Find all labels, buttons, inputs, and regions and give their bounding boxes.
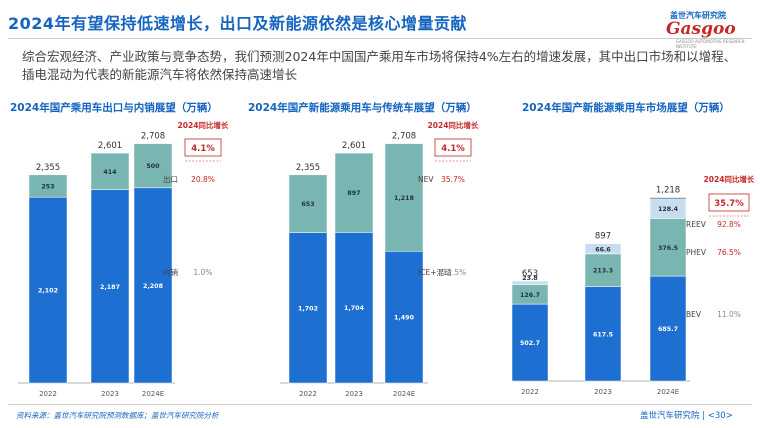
source-note: 资料来源：盖世汽车研究院预测数据库；盖世汽车研究院分析	[16, 411, 219, 420]
chart-2-legend-0: ICE+混动	[418, 267, 452, 277]
chart-3-tick-2024E: 2024E	[657, 388, 679, 396]
chart-3-bar-2023-2	[584, 243, 622, 255]
chart-1-value-2022-0: 2,102	[38, 288, 58, 295]
chart-3-legend-1: PHEV	[686, 248, 707, 257]
chart-3-total-2024E: 1,218	[656, 186, 680, 196]
chart-3-value-2022-2: 23.8	[522, 275, 538, 282]
chart-2-title: 2024年国产新能源乘用车与传统车展望（万辆）	[248, 102, 477, 114]
chart-2-growth-box	[434, 138, 472, 157]
chart-1-title: 2024年国产乘用车出口与内销展望（万辆）	[10, 102, 218, 114]
logo-en-text: Gasgoo	[666, 19, 736, 39]
logo-cn-text: 盖世汽车研究院	[670, 11, 726, 20]
chart-2-series-growth-0: -12.5%	[440, 268, 467, 277]
chart-3-value-2024E-1: 376.5	[658, 245, 678, 252]
chart-3-series-growth-2: 92.8%	[717, 220, 741, 229]
chart-1-total-2024E: 2,708	[141, 132, 165, 142]
gasgoo-logo: 盖世汽车研究院 Gasgoo GASGOO AUTOMOTIVE RESEARC…	[648, 8, 752, 49]
chart-2-series-growth-1: 35.7%	[441, 175, 465, 184]
chart-3-series-growth-0: 11.0%	[717, 310, 741, 319]
chart-2-tick-2023: 2023	[345, 390, 363, 398]
chart-1-tick-2024E: 2024E	[142, 390, 164, 398]
chart-2-value-2022-0: 1,702	[298, 305, 318, 312]
chart-3-growth-box	[708, 193, 750, 212]
chart-2-value-2024E-0: 1,490	[394, 315, 415, 322]
chart-3-title: 2024年国产新能源乘用车市场展望（万辆）	[522, 102, 730, 114]
chart-3-value-2022-1: 126.7	[520, 292, 540, 299]
chart-2-legend-1: NEV	[418, 175, 434, 184]
chart-3-value-2023-0: 617.5	[593, 331, 613, 338]
chart-3-bar-2022-2	[511, 280, 549, 285]
chart-1-tick-2022: 2022	[39, 390, 57, 398]
chart-3-bar-2022-0	[511, 303, 549, 382]
chart-1-value-2024E-0: 2,208	[143, 283, 163, 290]
logo-sub-text: GASGOO AUTOMOTIVE RESEARCH INSTITUTE	[676, 39, 745, 49]
chart-1-legend-1: 出口	[163, 174, 178, 184]
page-title: 2024年有望保持低速增长，出口及新能源依然是核心增量贡献	[8, 14, 468, 33]
chart-2-tick-2022: 2022	[299, 390, 317, 398]
chart-1-series-growth-0: 1.0%	[193, 268, 212, 277]
chart-2-growth-total: 4.1%	[441, 144, 465, 154]
chart-1-total-2023: 2,601	[98, 141, 122, 151]
chart-3-total-2023: 897	[595, 232, 611, 242]
chart-1-bar-2022-0	[28, 196, 68, 384]
chart-3-value-2024E-3: 8.2	[662, 192, 673, 199]
chart-3-value-2024E-0: 685.7	[658, 326, 678, 333]
chart-1-value-2024E-1: 500	[146, 163, 160, 170]
chart-2-value-2022-1: 653	[301, 201, 314, 208]
chart-3-tick-2022: 2022	[521, 388, 539, 396]
chart-1-growth-header: 2024同比增长	[178, 120, 229, 130]
chart-3-value-2023-2: 66.6	[595, 246, 611, 253]
chart-3-bar-2024E-1	[649, 218, 687, 277]
chart-1-value-2022-1: 253	[41, 184, 54, 191]
chart-1-bar-2022-1	[28, 174, 68, 198]
chart-3-value-2023-1: 213.3	[593, 268, 613, 275]
chart-3-growth-total: 35.7%	[714, 199, 744, 209]
chart-1-bar-2023-1	[90, 152, 130, 190]
chart-2-value-2023-0: 1,704	[344, 305, 365, 312]
chart-3-legend-0: BEV	[686, 310, 702, 319]
page-number: 盖世汽车研究院 | <30>	[640, 411, 733, 421]
chart-3-value-2024E-2: 128.4	[658, 206, 679, 213]
chart-1-value-2023-1: 414	[103, 169, 117, 176]
footer-divider	[8, 404, 752, 405]
chart-1-tick-2023: 2023	[101, 390, 119, 398]
chart-2-bar-2023-0	[334, 232, 374, 384]
intro-paragraph: 综合宏观经济、产业政策与竞争态势，我们预测2024年中国国产乘用车市场将保持4%…	[22, 49, 737, 82]
chart-2-total-2022: 2,355	[296, 163, 320, 173]
chart-1-bar-2024E-1	[133, 143, 173, 189]
chart-3-bar-2024E-3	[649, 197, 687, 200]
chart-1-series-growth-1: 20.8%	[191, 175, 215, 184]
chart-2-tick-2024E: 2024E	[393, 390, 415, 398]
chart-1-growth-box	[184, 138, 222, 157]
chart-3-value-2022-0: 502.7	[520, 340, 540, 347]
chart-3-bar-2024E-0	[649, 275, 687, 382]
chart-3-legend-2: REEV	[686, 220, 707, 229]
chart-3-total-2022: 653	[522, 269, 538, 279]
chart-1-bar-2023-0	[90, 189, 130, 384]
chart-2-growth-header: 2024同比增长	[428, 120, 479, 130]
chart-2-value-2024E-1: 1,218	[394, 195, 414, 202]
chart-1-bar-2024E-0	[133, 187, 173, 384]
chart-1-legend-0: 内销	[163, 267, 178, 277]
chart-3-growth-header: 2024同比增长	[704, 174, 755, 184]
title-divider	[8, 38, 752, 39]
chart-1-value-2023-0: 2,187	[100, 284, 120, 291]
chart-3-tick-2023: 2023	[594, 388, 612, 396]
chart-1-growth-total: 4.1%	[191, 144, 215, 154]
chart-2-total-2024E: 2,708	[392, 132, 416, 142]
chart-1-total-2022: 2,355	[36, 163, 60, 173]
chart-2-value-2023-1: 897	[347, 190, 360, 197]
chart-2-bar-2024E-0	[384, 251, 424, 384]
chart-2-bar-2023-1	[334, 152, 374, 233]
chart-3-series-growth-1: 76.5%	[717, 248, 741, 257]
chart-2-bar-2022-1	[288, 174, 328, 233]
chart-2-total-2023: 2,601	[342, 141, 366, 151]
chart-2-bar-2022-0	[288, 232, 328, 384]
chart-2-bar-2024E-1	[384, 143, 424, 252]
